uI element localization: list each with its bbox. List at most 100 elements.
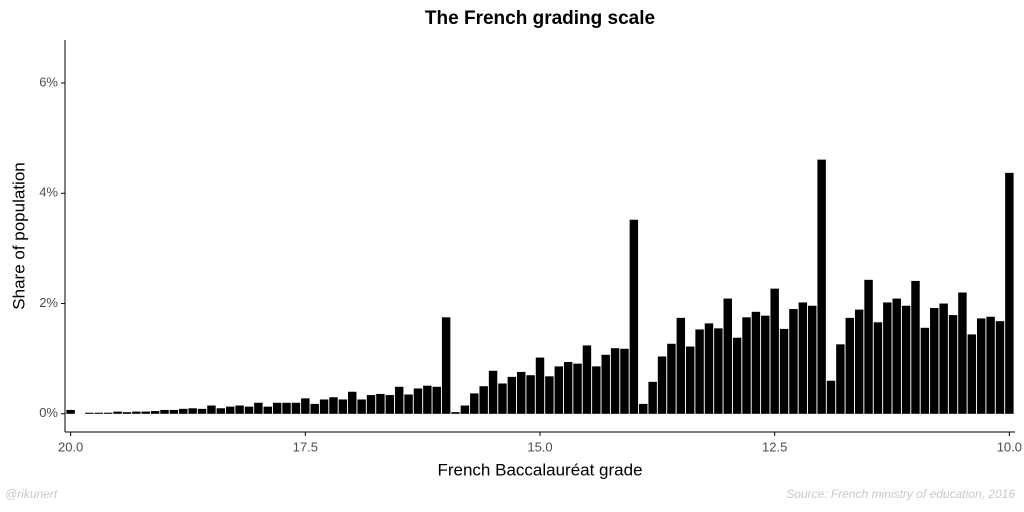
bar: [66, 409, 75, 414]
bar: [225, 406, 235, 414]
bar: [272, 402, 282, 414]
source: Source: French ministry of education, 20…: [786, 487, 1015, 501]
bar: [394, 386, 404, 414]
chart-title: The French grading scale: [425, 8, 655, 29]
x-tick-label: 15.0: [527, 439, 552, 454]
bar: [103, 412, 113, 414]
bar: [789, 309, 798, 414]
bar: [620, 348, 629, 414]
bar: [113, 411, 122, 414]
bar: [986, 316, 995, 414]
bar: [901, 305, 911, 414]
y-tick-label: 0%: [39, 405, 58, 420]
x-tick-label: 10.0: [997, 439, 1022, 454]
bar: [423, 385, 432, 414]
bar: [657, 356, 667, 414]
bar: [976, 318, 986, 414]
bar: [610, 348, 620, 414]
bar: [930, 307, 939, 414]
bar: [920, 327, 930, 414]
bar: [470, 393, 479, 414]
bar: [723, 298, 732, 414]
bar: [376, 393, 385, 414]
bar: [235, 405, 244, 414]
bar: [808, 305, 817, 414]
bar: [526, 375, 535, 414]
bar: [85, 412, 94, 414]
bar: [582, 345, 592, 414]
bar: [507, 376, 517, 414]
x-tick-label: 20.0: [58, 439, 83, 454]
bar: [122, 412, 132, 414]
bar: [150, 411, 160, 414]
bar: [648, 381, 657, 414]
bar: [939, 303, 948, 414]
credit: @rikunert: [5, 487, 58, 501]
bar: [892, 298, 901, 414]
bar: [845, 317, 855, 414]
bar: [160, 409, 169, 414]
bar: [798, 302, 808, 414]
bar: [301, 398, 310, 414]
bar: [592, 366, 601, 414]
bar: [329, 397, 338, 414]
bar: [310, 403, 319, 414]
bar: [254, 402, 263, 414]
bar: [94, 412, 104, 414]
x-tick-label: 12.5: [762, 439, 787, 454]
bar: [714, 328, 723, 414]
bar: [864, 279, 873, 414]
bar: [282, 402, 291, 414]
bar: [188, 408, 197, 414]
x-axis-label: French Baccalauréat grade: [437, 460, 642, 479]
bar: [685, 346, 695, 414]
bar: [385, 395, 395, 414]
bar: [704, 323, 714, 414]
bar: [517, 371, 526, 414]
bar: [751, 311, 761, 414]
bar: [779, 328, 789, 414]
y-tick-label: 2%: [39, 295, 58, 310]
bar: [413, 388, 423, 414]
bar: [432, 386, 441, 414]
bar: [958, 292, 967, 414]
bar: [639, 403, 648, 414]
bar: [348, 391, 357, 414]
bar: [770, 288, 779, 414]
bar: [742, 317, 751, 414]
bar: [460, 405, 470, 414]
bar: [141, 411, 150, 414]
bar: [554, 366, 563, 414]
bar: [545, 376, 554, 414]
bar: [817, 159, 826, 414]
y-tick-label: 4%: [39, 185, 58, 200]
bar: [667, 343, 676, 414]
bar: [319, 399, 329, 414]
bar: [244, 406, 254, 414]
bar: [197, 408, 207, 414]
bar: [132, 411, 141, 414]
bar: [911, 280, 920, 414]
bar: [479, 386, 488, 414]
bar: [179, 408, 188, 414]
bar: [169, 409, 179, 414]
bar: [873, 322, 883, 414]
bar: [451, 412, 460, 414]
bar: [573, 363, 582, 414]
bar: [498, 383, 507, 414]
bar: [883, 302, 892, 414]
bar: [366, 395, 376, 414]
bar: [1005, 172, 1014, 414]
bar: [535, 357, 545, 414]
bar: [732, 337, 742, 414]
bar: [676, 317, 686, 414]
bar: [836, 344, 845, 414]
bar: [563, 361, 573, 414]
y-tick-label: 6%: [39, 74, 58, 89]
bar: [216, 408, 226, 414]
bar: [967, 334, 977, 414]
bar: [263, 406, 272, 414]
bar: [761, 315, 770, 414]
